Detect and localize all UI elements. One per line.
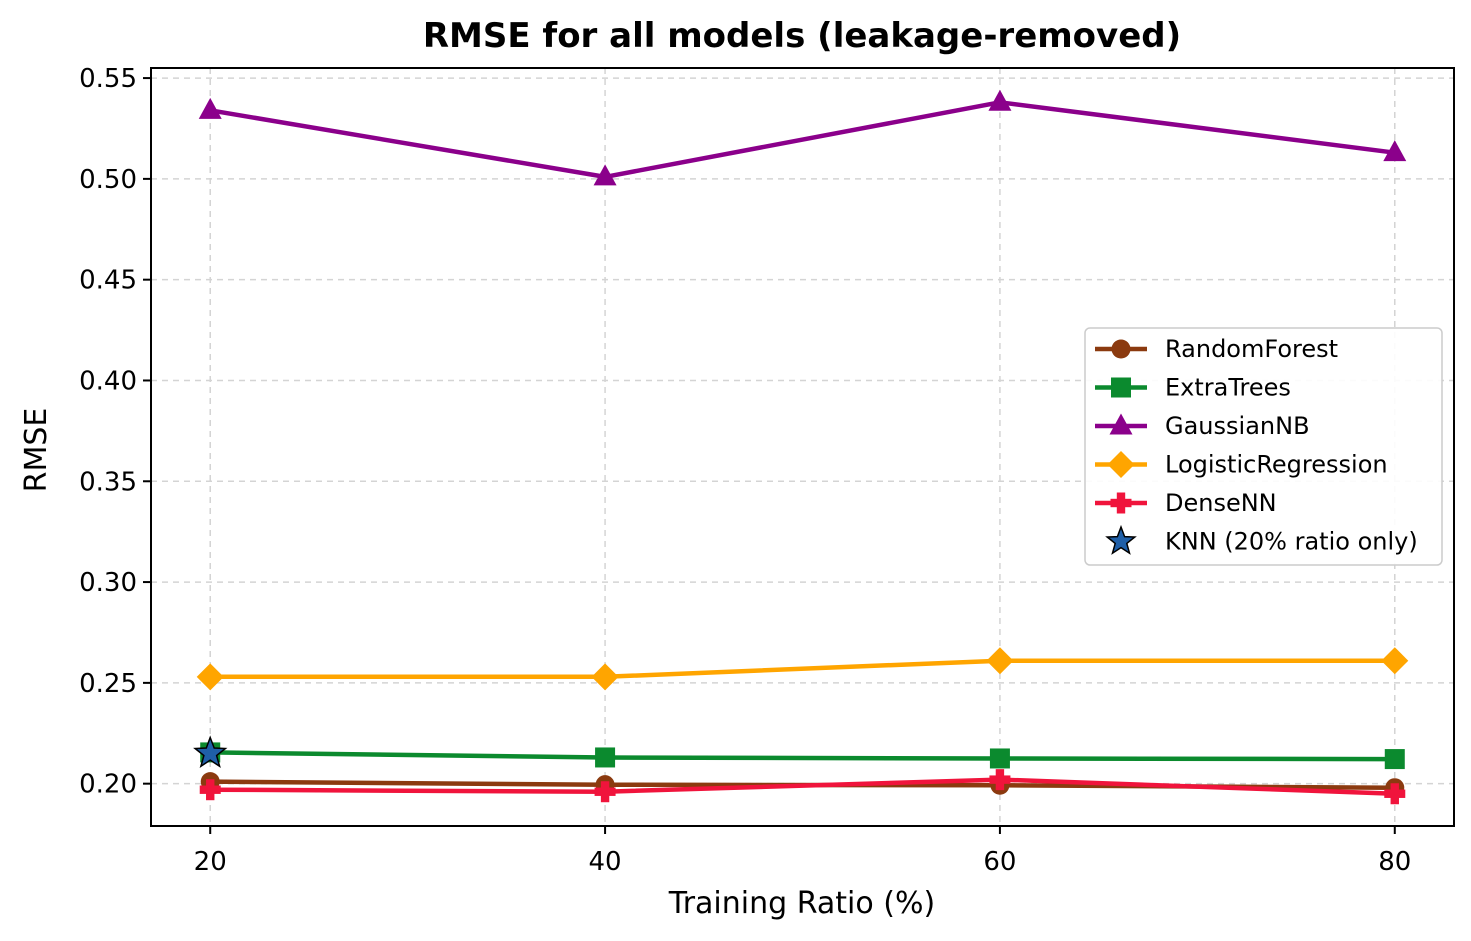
- legend-marker: [1105, 524, 1137, 555]
- legend-entry: KNN (20% ratio only): [1105, 524, 1418, 556]
- data-point: [1384, 749, 1405, 770]
- legend-label: GaussianNB: [1165, 412, 1310, 440]
- legend-box: [1084, 327, 1443, 566]
- data-point: [198, 97, 222, 119]
- legend-marker: [1111, 377, 1131, 398]
- y-axis-label: RMSE: [19, 408, 54, 493]
- legend-marker: [1107, 451, 1135, 478]
- y-tick-label: 0.50: [79, 165, 137, 195]
- data-point: [989, 748, 1010, 769]
- data-point: [196, 663, 224, 691]
- legend-entry: GaussianNB: [1095, 412, 1310, 440]
- data-point: [594, 781, 616, 803]
- y-tick-label: 0.45: [79, 266, 137, 296]
- data-point: [593, 164, 617, 186]
- data-point: [591, 663, 619, 691]
- legend-label: ExtraTrees: [1165, 374, 1291, 402]
- series-extratrees: [200, 742, 1405, 770]
- series-layer: [193, 89, 1409, 805]
- axes: 20 40 60 80 0.20 0.25 0.30 0.35 0.40 0.45 0.50 0.55: [79, 64, 1455, 877]
- data-point: [1384, 783, 1406, 805]
- legend-label: RandomForest: [1165, 335, 1338, 363]
- x-tick-label: 80: [1378, 847, 1411, 877]
- legend-entry: LogisticRegression: [1095, 451, 1388, 479]
- series-gaussiannb: [198, 89, 1407, 186]
- legend-marker: [1110, 492, 1132, 514]
- x-tick-label: 60: [983, 847, 1016, 877]
- legend-entry: RandomForest: [1095, 335, 1338, 363]
- y-tick-label: 0.20: [79, 770, 137, 800]
- legend-entry: DenseNN: [1095, 489, 1277, 517]
- y-tick-label: 0.25: [79, 669, 137, 699]
- series-line: [210, 777, 1395, 796]
- x-tick-label: 40: [589, 847, 622, 877]
- series-line: [210, 658, 1395, 680]
- plot-frame: [150, 67, 1455, 827]
- series-line: [210, 750, 1395, 762]
- data-point: [986, 647, 1014, 675]
- y-tick-label: 0.55: [79, 64, 137, 94]
- legend-label: LogisticRegression: [1165, 451, 1388, 479]
- legend-label: KNN (20% ratio only): [1165, 528, 1418, 556]
- chart-title: RMSE for all models (leakage-removed): [423, 16, 1181, 56]
- x-axis-label: Training Ratio (%): [668, 886, 935, 921]
- series-densenn: [199, 769, 1406, 805]
- data-point: [595, 747, 616, 768]
- legend-label: DenseNN: [1165, 489, 1277, 517]
- legend: RandomForest ExtraTrees GaussianNB Logistic…: [1084, 327, 1443, 566]
- legend-marker: [1109, 413, 1133, 435]
- data-point: [1383, 140, 1407, 162]
- data-point: [989, 769, 1011, 791]
- legend-entry: ExtraTrees: [1095, 374, 1291, 402]
- y-tick-label: 0.30: [79, 568, 137, 598]
- y-tick-label: 0.40: [79, 366, 137, 396]
- y-tick-label: 0.35: [79, 467, 137, 497]
- knn-point: [193, 735, 228, 769]
- data-point: [1381, 647, 1409, 675]
- data-point: [199, 779, 221, 801]
- data-point: [988, 89, 1012, 111]
- legend-marker: [1111, 339, 1131, 359]
- series-line: [209, 100, 1396, 180]
- series-logisticregression: [196, 647, 1409, 691]
- x-tick-label: 20: [194, 847, 227, 877]
